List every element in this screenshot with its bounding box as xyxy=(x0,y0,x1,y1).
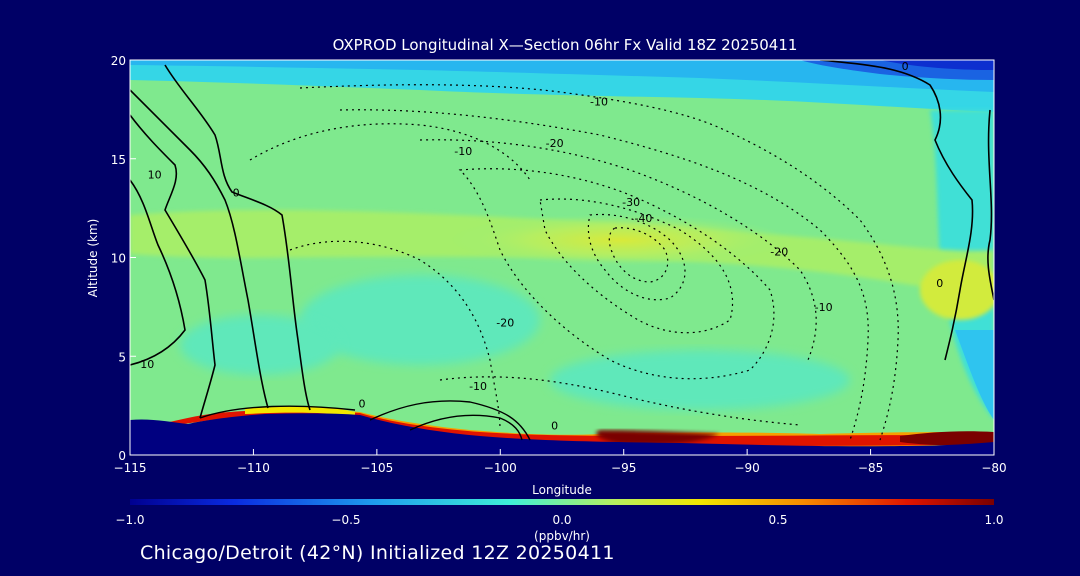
colorbar-ticks: −1.0 −0.5 0.0 0.5 1.0 xyxy=(115,513,1003,527)
chart-title: OXPROD Longitudinal X—Section 06hr Fx Va… xyxy=(333,36,798,54)
x-tick-label: −105 xyxy=(360,461,393,475)
contour-label: -20 xyxy=(546,137,564,150)
contour-label: 0 xyxy=(233,186,240,199)
y-tick-label: 5 xyxy=(118,350,126,364)
contour-label: -40 xyxy=(634,212,652,225)
colorbar-tick-label: 0.5 xyxy=(768,513,787,527)
contour-label: -20 xyxy=(770,246,788,259)
y-tick-label: 15 xyxy=(111,153,126,167)
y-tick-label: 0 xyxy=(118,449,126,463)
colorbar-tick-label: −1.0 xyxy=(115,513,144,527)
x-tick-label: −90 xyxy=(734,461,759,475)
contour-label: -10 xyxy=(815,301,833,314)
x-tick-label: −100 xyxy=(484,461,517,475)
contour-label: -20 xyxy=(496,317,514,330)
contour-label: 0 xyxy=(936,277,943,290)
contour-label: 0 xyxy=(902,60,909,73)
x-tick-label: −115 xyxy=(114,461,147,475)
contour-label: -10 xyxy=(469,380,487,393)
y-axis: 0 5 10 15 20 xyxy=(111,54,136,463)
colorbar-tick-label: −0.5 xyxy=(331,513,360,527)
run-caption: Chicago/Detroit (42°N) Initialized 12Z 2… xyxy=(140,542,615,564)
contour-lines xyxy=(130,60,994,441)
contour-label: 0 xyxy=(359,398,366,411)
y-tick-label: 10 xyxy=(111,252,126,266)
contour-label: 0 xyxy=(551,419,558,432)
contour-label: -10 xyxy=(454,145,472,158)
x-axis: −115 −110 −105 −100 −95 −90 −85 −80 xyxy=(114,449,1007,475)
contour-labels: 10 0 10 -10 -10 0 -20 -30 -40 -20 0 -10 -20 -10 0 0 xyxy=(140,60,943,432)
y-tick-label: 20 xyxy=(111,54,126,68)
x-tick-label: −95 xyxy=(611,461,636,475)
contour-label: 10 xyxy=(148,169,162,182)
x-tick-label: −80 xyxy=(981,461,1006,475)
colorbar-units: (ppbv/hr) xyxy=(534,529,590,543)
contour-label: -30 xyxy=(622,196,640,209)
x-tick-label: −110 xyxy=(237,461,270,475)
y-axis-label: Altitude (km) xyxy=(86,219,100,298)
colorbar-tick-label: 1.0 xyxy=(984,513,1003,527)
field-shading xyxy=(130,60,994,455)
contour-label: -10 xyxy=(590,95,608,108)
colorbar xyxy=(130,499,994,505)
contour-label: 10 xyxy=(140,358,154,371)
colorbar-tick-label: 0.0 xyxy=(552,513,571,527)
x-axis-label: Longitude xyxy=(532,483,592,497)
x-tick-label: −85 xyxy=(858,461,883,475)
